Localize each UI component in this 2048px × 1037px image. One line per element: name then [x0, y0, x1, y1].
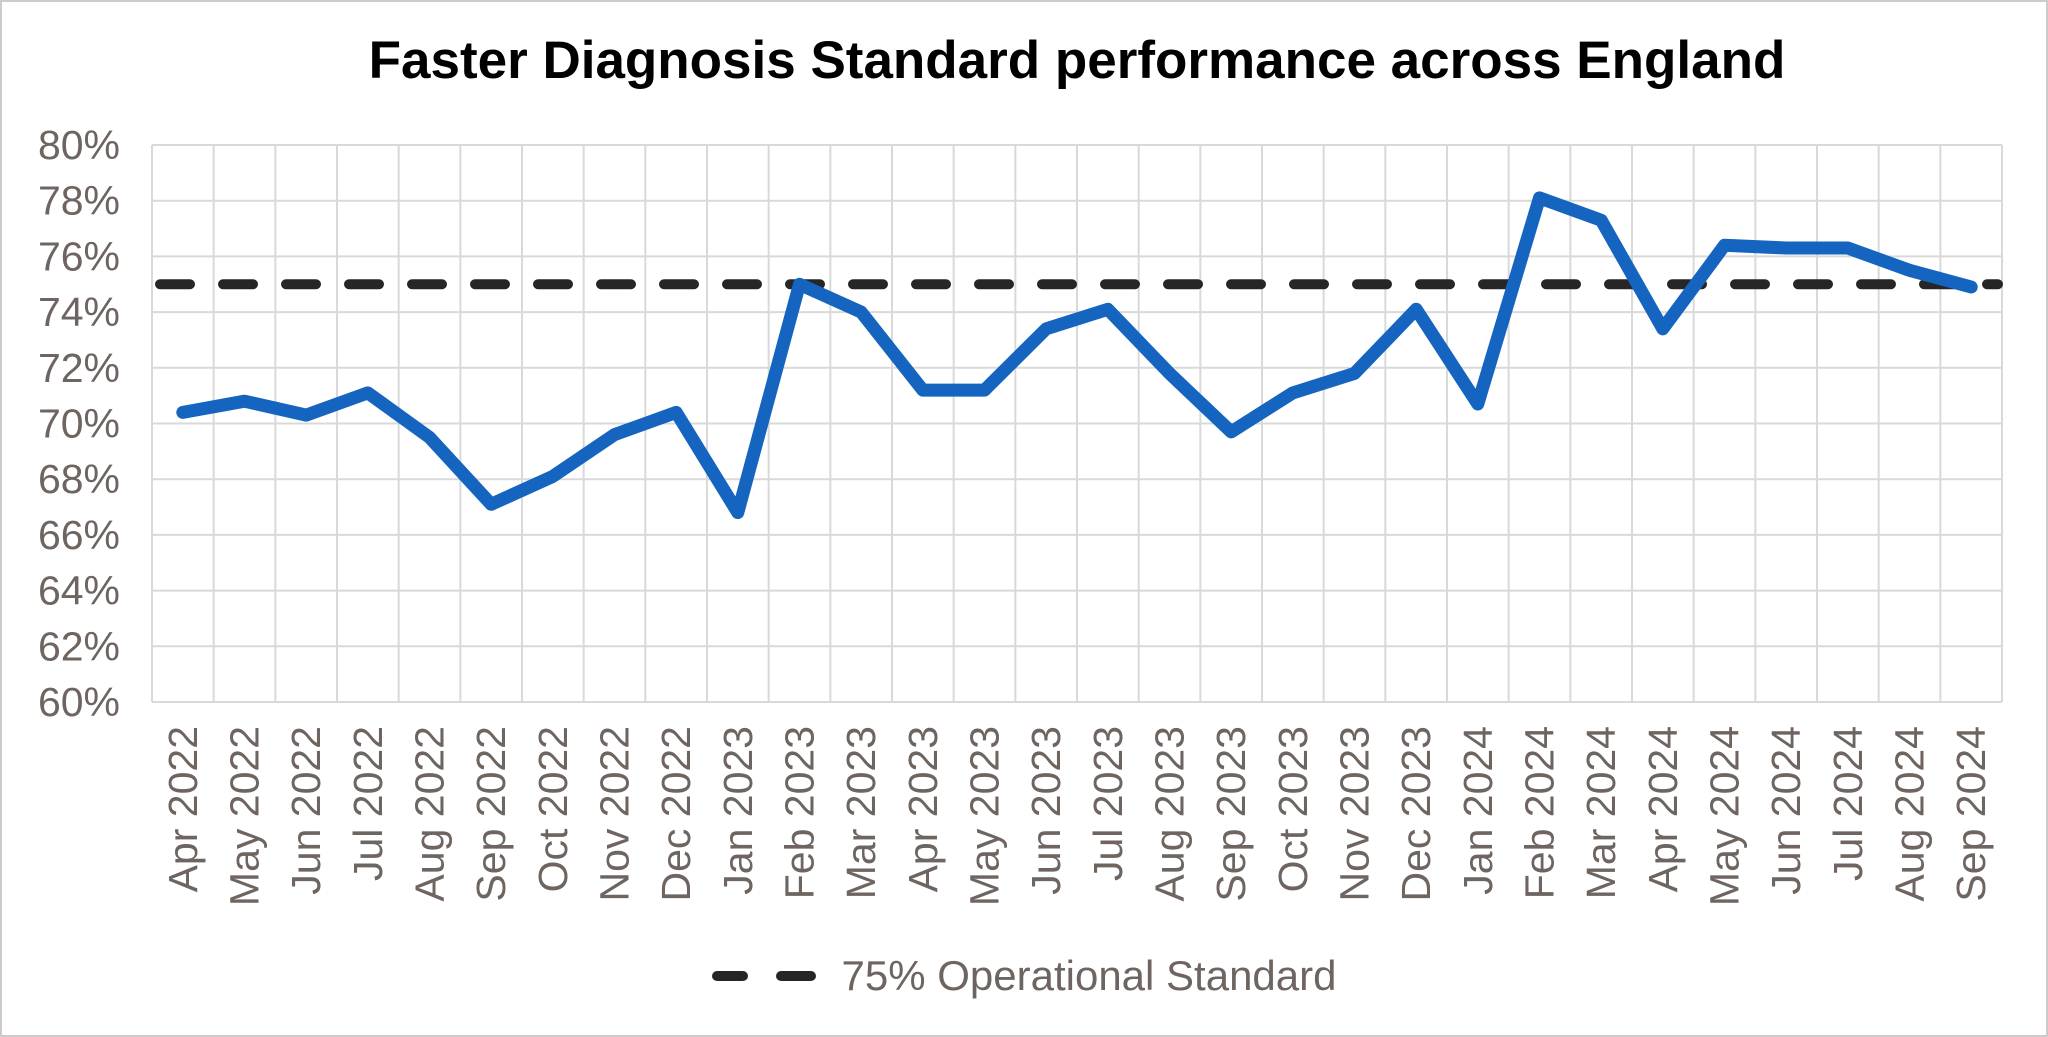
x-tick-label: Oct 2023	[1270, 726, 1316, 892]
x-tick-label: Jul 2022	[345, 726, 391, 881]
chart-title: Faster Diagnosis Standard performance ac…	[368, 31, 1786, 90]
y-tick-label: 60%	[38, 679, 120, 725]
x-tick-label: Dec 2023	[1393, 726, 1439, 902]
x-tick-label: May 2023	[962, 726, 1008, 906]
x-tick-label: Jun 2023	[1023, 726, 1069, 895]
x-tick-label: Mar 2023	[838, 726, 884, 899]
x-tick-label: May 2024	[1702, 726, 1748, 906]
series-line	[176, 191, 1978, 520]
y-tick-label: 68%	[38, 456, 120, 502]
x-tick-label: Apr 2023	[900, 726, 946, 892]
x-tick-label: Jan 2023	[715, 726, 761, 895]
dashed-line-icon	[775, 971, 816, 981]
y-tick-label: 64%	[38, 568, 120, 614]
y-tick-label: 72%	[38, 345, 120, 391]
x-tick-label: Feb 2023	[777, 726, 823, 899]
x-tick-label: Nov 2023	[1332, 726, 1378, 902]
y-tick-label: 78%	[38, 178, 120, 224]
x-tick-label: Apr 2024	[1640, 726, 1686, 892]
x-tick-label: May 2022	[222, 726, 268, 906]
x-tick-label: Dec 2022	[653, 726, 699, 902]
y-tick-label: 74%	[38, 289, 120, 335]
y-tick-label: 80%	[38, 122, 120, 168]
y-tick-label: 62%	[38, 623, 120, 669]
x-tick-label: Oct 2022	[530, 726, 576, 892]
x-tick-label: Sep 2022	[468, 726, 514, 902]
y-tick-label: 76%	[38, 233, 120, 279]
legend: 75% Operational Standard	[2, 952, 2046, 1000]
legend-label: 75% Operational Standard	[841, 952, 1337, 999]
x-tick-label: Sep 2024	[1948, 726, 1994, 902]
x-tick-label: Feb 2024	[1517, 726, 1563, 899]
x-tick-label: Jan 2024	[1455, 726, 1501, 895]
x-tick-label: Aug 2024	[1887, 726, 1933, 902]
x-tick-label: Jun 2022	[283, 726, 329, 895]
x-tick-label: Aug 2022	[407, 726, 453, 902]
x-tick-label: Apr 2022	[160, 726, 206, 892]
x-tick-label: Jul 2024	[1825, 726, 1871, 881]
y-tick-label: 66%	[38, 512, 120, 558]
x-tick-label: Sep 2023	[1208, 726, 1254, 902]
x-tick-label: Jun 2024	[1763, 726, 1809, 895]
x-tick-label: Jul 2023	[1085, 726, 1131, 881]
y-tick-label: 70%	[38, 401, 120, 447]
x-tick-label: Aug 2023	[1147, 726, 1193, 902]
dashed-line-icon	[711, 971, 748, 981]
x-tick-label: Mar 2024	[1578, 726, 1624, 899]
x-tick-label: Nov 2022	[592, 726, 638, 902]
